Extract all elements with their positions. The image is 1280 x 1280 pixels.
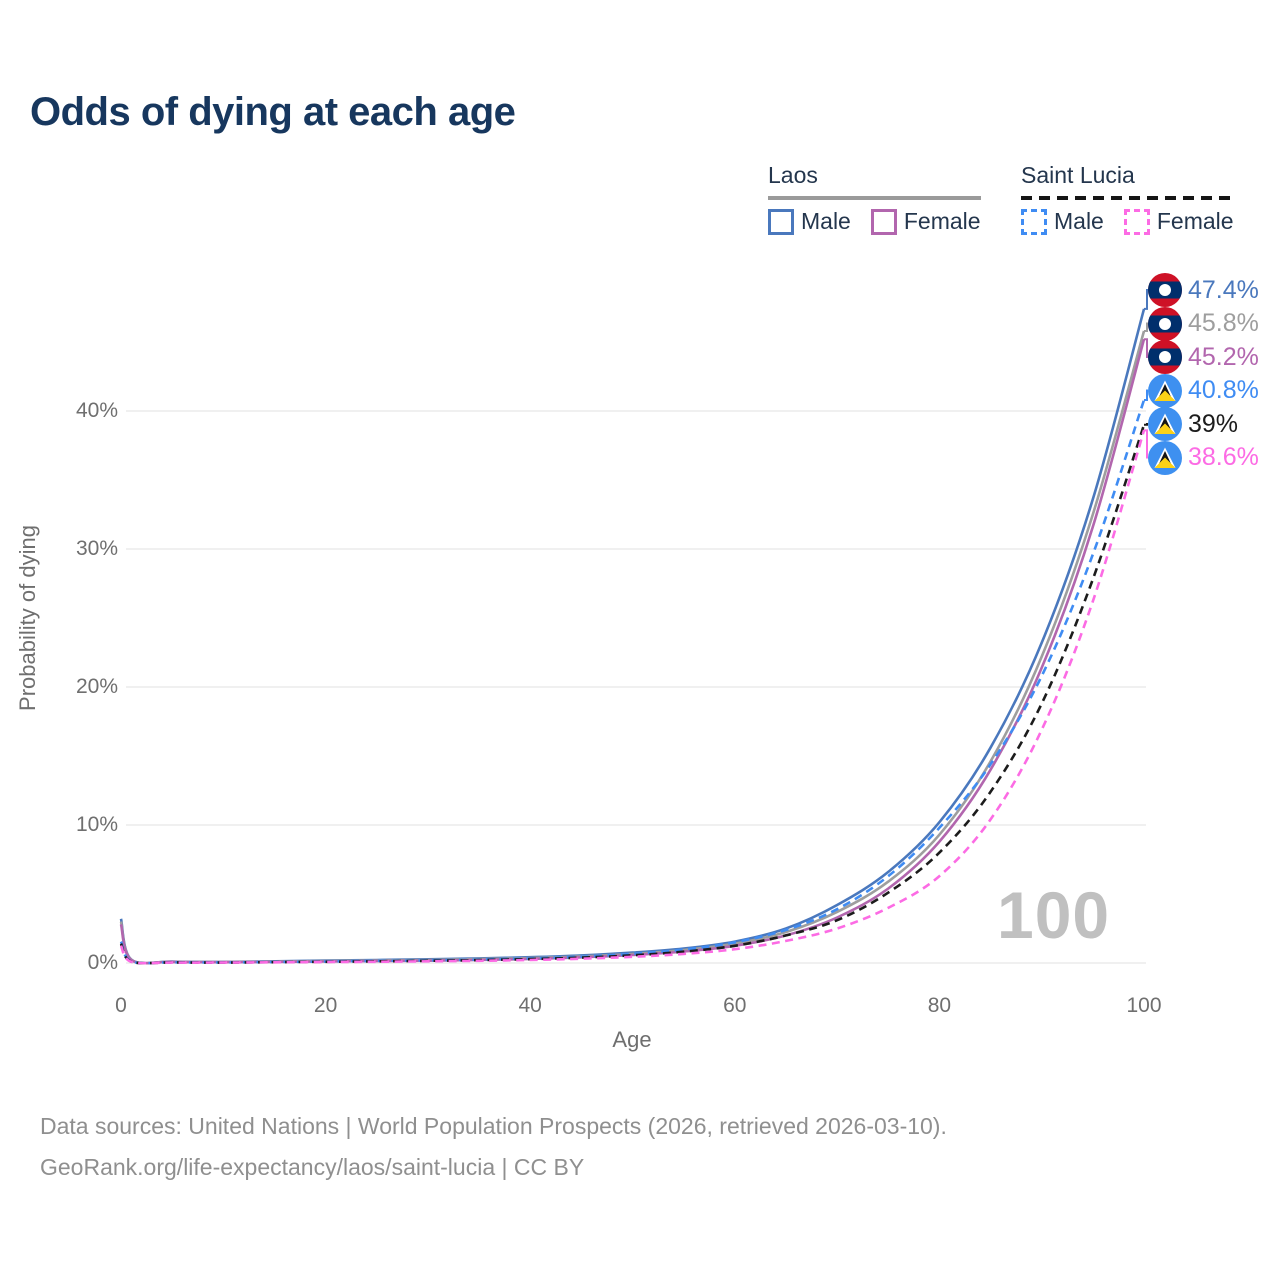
footer-license-line: GeoRank.org/life-expectancy/laos/saint-l…: [40, 1154, 585, 1180]
x-tick-0: 0: [115, 994, 127, 1017]
legend-country-saint-lucia: Saint Lucia: [1021, 162, 1135, 188]
legend-item-label: Female: [903, 208, 981, 234]
legend-item-laos-female[interactable]: Female: [870, 208, 981, 235]
end-label-saint-lucia-male: 40.8%: [1148, 373, 1259, 408]
y-tick-20pct: 20%: [75, 675, 118, 698]
series-line-laos-both-sexes[interactable]: [119, 330, 1146, 965]
leader-line-saint-lucia-male: [1144, 389, 1148, 401]
end-label-laos-male: 47.4%: [1148, 273, 1259, 307]
laos-female-swatch-icon: [870, 208, 897, 235]
series-line-saint-lucia-male[interactable]: [119, 399, 1146, 965]
footer: Data sources: United Nations | World Pop…: [40, 1106, 947, 1188]
series-line-laos-female[interactable]: [119, 338, 1146, 965]
laos-flag-icon: [1148, 306, 1182, 341]
legend-underline-laos: [768, 196, 981, 200]
leader-line-laos-male: [1144, 289, 1148, 310]
end-label-value: 38.6%: [1188, 443, 1259, 471]
legend-group-laos: Laos Male Female: [768, 162, 981, 235]
legend-country-laos: Laos: [768, 162, 818, 188]
x-tick-20: 20: [313, 994, 338, 1017]
legend-item-label: Female: [1156, 208, 1234, 234]
y-tick-0pct: 0%: [87, 951, 118, 974]
legend-item-saint-lucia-male[interactable]: Male: [1021, 208, 1104, 235]
y-tick-10pct: 10%: [75, 813, 118, 836]
legend-item-label: Male: [801, 208, 851, 234]
laos-flag-icon: [1148, 340, 1182, 374]
x-tick-80: 80: [927, 994, 952, 1017]
end-label-saint-lucia-both-sexes: 39%: [1148, 407, 1238, 441]
saint-lucia-flag-icon: [1148, 407, 1182, 441]
y-tick-40pct: 40%: [75, 399, 118, 422]
leader-line-saint-lucia-female: [1144, 429, 1148, 459]
end-label-value: 45.2%: [1188, 342, 1259, 371]
legend-item-label: Male: [1054, 208, 1104, 234]
series-line-saint-lucia-female[interactable]: [119, 429, 1146, 965]
x-tick-100: 100: [1126, 994, 1162, 1017]
x-tick-60: 60: [723, 994, 747, 1017]
laos-flag-icon: [1148, 273, 1182, 307]
laos-male-swatch-icon: [768, 208, 794, 235]
legend-underline-saint-lucia: [1021, 196, 1234, 200]
footer-source-line: Data sources: United Nations | World Pop…: [40, 1113, 947, 1139]
leader-line-laos-both-sexes: [1144, 322, 1148, 332]
legend-item-laos-male[interactable]: Male: [768, 208, 851, 235]
saint-lucia-flag-icon: [1148, 440, 1182, 475]
page-title: Odds of dying at each age: [30, 90, 516, 134]
end-label-value: 40.8%: [1188, 376, 1259, 404]
age-indicator-watermark: 100: [997, 878, 1111, 952]
series-line-laos-male[interactable]: [119, 308, 1146, 965]
saint-lucia-flag-icon: [1148, 373, 1182, 408]
end-label-laos-both-sexes: 45.8%: [1148, 306, 1259, 341]
leader-line-saint-lucia-both-sexes: [1144, 423, 1148, 426]
end-label-laos-female: 45.2%: [1148, 340, 1259, 374]
end-label-value: 45.8%: [1188, 309, 1259, 337]
x-tick-40: 40: [518, 994, 542, 1017]
saint-lucia-female-swatch-icon: [1123, 208, 1150, 235]
end-label-value: 39%: [1188, 409, 1239, 438]
legend-group-saint-lucia: Saint Lucia Male Female: [1021, 162, 1234, 235]
saint-lucia-male-swatch-icon: [1021, 208, 1047, 235]
end-label-saint-lucia-female: 38.6%: [1148, 440, 1259, 475]
series-line-saint-lucia-both-sexes[interactable]: [119, 424, 1146, 965]
y-tick-30pct: 30%: [75, 537, 118, 560]
end-label-value: 47.4%: [1188, 275, 1259, 304]
legend-item-saint-lucia-female[interactable]: Female: [1123, 208, 1234, 235]
x-axis-title: Age: [612, 1027, 652, 1052]
leader-line-laos-female: [1144, 338, 1148, 358]
